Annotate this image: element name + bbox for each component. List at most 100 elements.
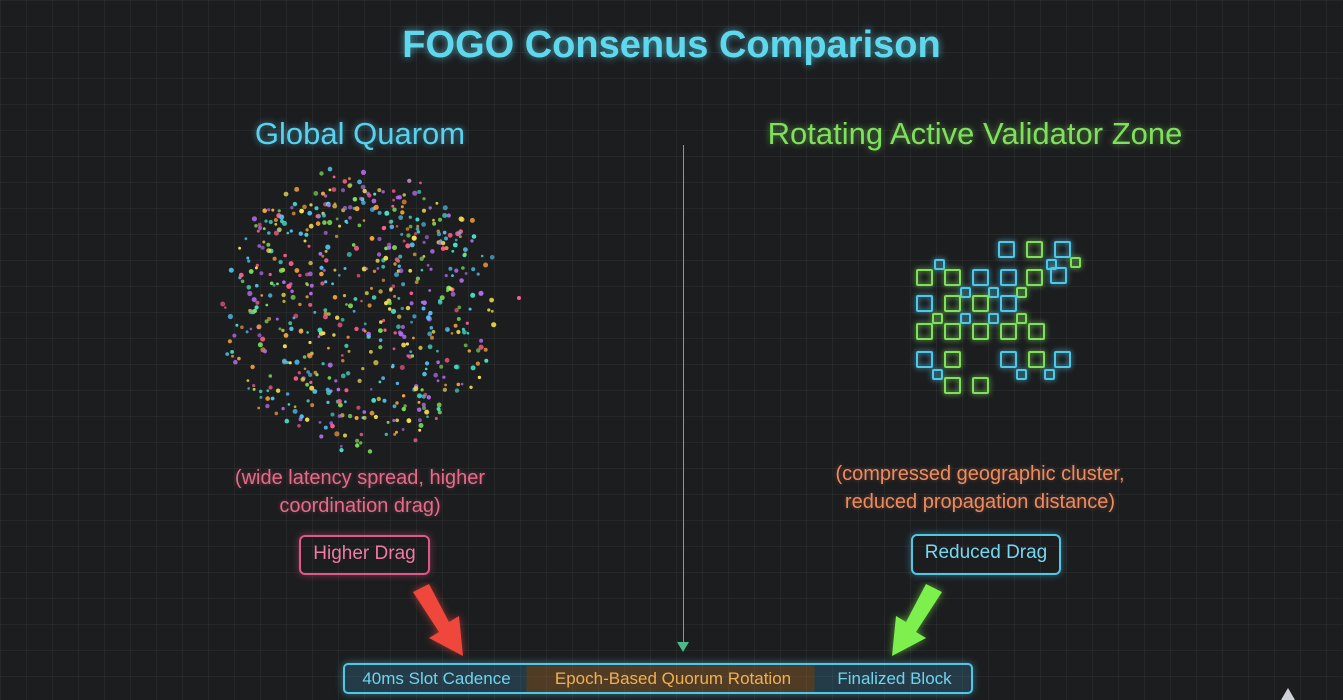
validator-dot	[418, 428, 422, 432]
validator-dot	[464, 272, 468, 275]
validator-dot	[483, 347, 488, 352]
validator-dot	[489, 297, 494, 303]
validator-dot	[347, 349, 351, 353]
validator-dot	[257, 333, 262, 338]
validator-dot	[257, 222, 262, 227]
validator-dot	[344, 343, 349, 348]
validator-dot	[306, 370, 310, 374]
validator-dot	[306, 399, 310, 403]
validator-square	[988, 313, 999, 324]
validator-dot	[283, 191, 289, 197]
validator-dot	[395, 401, 399, 405]
validator-dot	[409, 291, 414, 296]
validator-dot	[357, 179, 362, 185]
validator-dot	[448, 286, 453, 291]
validator-dot	[402, 239, 406, 243]
validator-dot	[321, 191, 325, 196]
validator-dot	[255, 300, 260, 305]
validator-dot	[377, 210, 382, 215]
validator-dot	[442, 230, 447, 235]
validator-dot	[230, 350, 234, 354]
validator-dot	[240, 325, 244, 329]
validator-square	[944, 323, 961, 340]
validator-dot	[373, 192, 377, 196]
validator-dot	[432, 218, 435, 222]
validator-dot	[378, 328, 383, 333]
validator-dot	[436, 402, 442, 408]
validator-dot	[259, 271, 264, 276]
validator-square	[1054, 351, 1071, 368]
validator-dot	[252, 384, 256, 388]
validator-dot	[431, 330, 436, 334]
validator-dot	[408, 268, 413, 273]
validator-dot	[314, 206, 319, 211]
validator-dot	[442, 387, 447, 392]
validator-dot	[377, 188, 382, 193]
validator-dot	[266, 389, 270, 393]
validator-square	[1044, 369, 1055, 380]
validator-dot	[452, 242, 458, 248]
validator-square	[916, 323, 933, 340]
validator-dot	[294, 186, 300, 192]
validator-dot	[275, 388, 281, 393]
validator-dot	[369, 207, 375, 213]
validator-dot	[430, 335, 434, 340]
validator-dot	[357, 378, 362, 383]
validator-dot	[288, 261, 294, 267]
validator-dot	[376, 252, 382, 257]
validator-dot	[454, 308, 459, 313]
validator-dot	[326, 400, 330, 404]
validator-square	[1026, 269, 1043, 286]
validator-dot	[317, 327, 323, 333]
validator-dot	[293, 376, 299, 381]
validator-dot	[268, 272, 272, 277]
validator-dot	[398, 215, 404, 220]
validator-dot	[309, 291, 313, 296]
validator-square	[1054, 241, 1071, 258]
validator-dot	[225, 352, 229, 356]
validator-dot	[399, 365, 405, 370]
validator-dot	[477, 375, 482, 380]
validator-dot	[407, 179, 411, 183]
rotating-zone-caption-line1: (compressed geographic cluster,	[835, 463, 1125, 485]
validator-dot	[427, 331, 433, 337]
validator-dot	[367, 449, 373, 454]
validator-dot	[361, 200, 366, 205]
validator-dot	[391, 189, 396, 193]
validator-dot	[323, 230, 328, 235]
validator-dot	[381, 190, 385, 194]
validator-square	[1050, 267, 1067, 284]
validator-dot	[410, 354, 415, 358]
validator-dot	[274, 411, 279, 416]
validator-dot	[402, 334, 407, 339]
validator-square	[972, 377, 989, 394]
validator-dot	[395, 418, 399, 423]
green-arrow-icon	[892, 584, 942, 656]
validator-dot	[331, 282, 334, 286]
validator-dot	[401, 342, 406, 348]
validator-dot	[346, 335, 350, 339]
validator-dot	[332, 295, 338, 300]
validator-dot	[412, 314, 417, 319]
validator-dot	[409, 350, 413, 354]
validator-dot	[305, 282, 309, 286]
validator-dot	[359, 196, 363, 201]
validator-dot	[281, 220, 288, 226]
validator-dot	[414, 280, 419, 284]
validator-dot	[323, 425, 328, 430]
validator-dot	[342, 179, 348, 184]
validator-dot	[360, 184, 366, 190]
validator-dot	[436, 232, 442, 237]
validator-dot	[303, 367, 307, 371]
validator-dot	[440, 240, 446, 246]
validator-dot	[397, 314, 402, 319]
validator-dot	[254, 266, 258, 270]
validator-dot	[475, 361, 480, 366]
validator-dot	[248, 308, 252, 312]
validator-dot	[262, 227, 266, 231]
validator-dot	[400, 324, 405, 330]
global-quorum-caption-line1: (wide latency spread, higher	[234, 467, 486, 489]
validator-dot	[418, 418, 422, 423]
validator-dot	[274, 222, 278, 226]
validator-dot	[447, 232, 453, 238]
